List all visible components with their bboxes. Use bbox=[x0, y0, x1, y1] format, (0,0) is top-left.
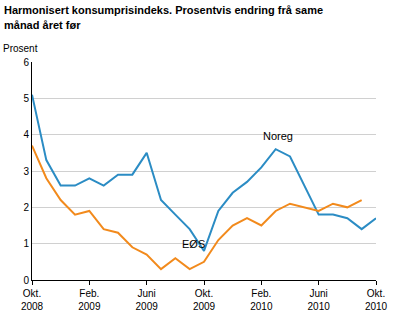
svg-text:Feb.2010: Feb.2010 bbox=[250, 288, 273, 312]
svg-text:EØS: EØS bbox=[182, 238, 205, 250]
svg-text:Juni2009: Juni2009 bbox=[136, 288, 159, 312]
svg-text:Feb.2009: Feb.2009 bbox=[78, 288, 101, 312]
svg-text:Okt.2010: Okt.2010 bbox=[365, 288, 388, 312]
svg-text:5: 5 bbox=[23, 93, 29, 104]
svg-text:1: 1 bbox=[23, 238, 29, 249]
svg-text:Prosent: Prosent bbox=[3, 43, 38, 54]
svg-text:Okt.2009: Okt.2009 bbox=[193, 288, 216, 312]
svg-text:6: 6 bbox=[23, 57, 29, 68]
svg-text:Harmonisert konsumprisindeks.: Harmonisert konsumprisindeks. Prosentvis… bbox=[4, 4, 323, 30]
svg-text:Juni2010: Juni2010 bbox=[308, 288, 331, 312]
svg-text:Noreg: Noreg bbox=[263, 130, 293, 142]
svg-text:0: 0 bbox=[23, 275, 29, 286]
svg-text:Okt.2008: Okt.2008 bbox=[21, 288, 44, 312]
svg-text:4: 4 bbox=[23, 129, 29, 140]
svg-text:3: 3 bbox=[23, 166, 29, 177]
svg-text:2: 2 bbox=[23, 202, 29, 213]
